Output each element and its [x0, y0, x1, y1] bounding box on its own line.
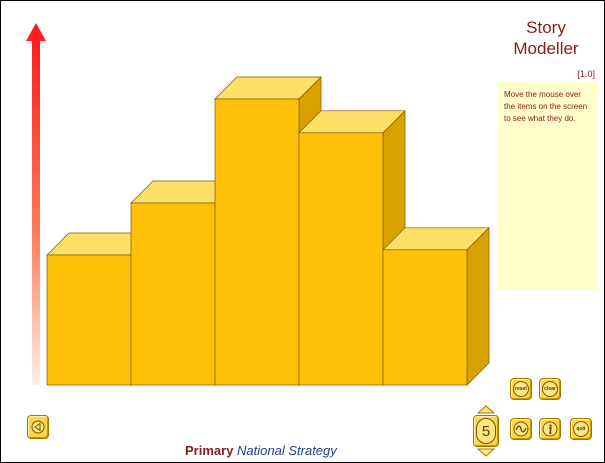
- title-line-story: Story: [526, 18, 566, 37]
- app-title: Story Modeller: [498, 17, 594, 59]
- bar-4[interactable]: [298, 132, 384, 386]
- clear-button-label: clear: [542, 381, 558, 397]
- quit-button[interactable]: quit: [570, 418, 592, 440]
- stepper-up-icon[interactable]: [477, 405, 495, 414]
- stepper-down-icon[interactable]: [477, 448, 495, 457]
- bar-3[interactable]: [214, 98, 300, 386]
- footer-strategy: National Strategy: [237, 443, 337, 458]
- clear-button[interactable]: clear: [539, 378, 561, 400]
- footer-credit: Primary National Strategy: [185, 443, 337, 458]
- back-arrow-icon: [31, 420, 45, 434]
- bar-count-stepper: 5: [473, 405, 499, 457]
- y-axis-arrow-head: [26, 23, 46, 41]
- info-icon: [542, 421, 558, 437]
- bar-5[interactable]: [382, 249, 468, 386]
- wave-icon: [513, 421, 529, 437]
- help-text: Move the mouse over the items on the scr…: [504, 90, 588, 123]
- reset-button-label: reset: [513, 381, 529, 397]
- quit-button-label: quit: [573, 421, 589, 437]
- info-button[interactable]: [539, 418, 561, 440]
- bar-1[interactable]: [46, 254, 132, 386]
- help-panel: Move the mouse over the items on the scr…: [498, 82, 598, 290]
- footer-primary: Primary: [185, 443, 234, 458]
- version-label: [1.0]: [577, 69, 595, 79]
- bar-5-side[interactable]: [466, 226, 490, 386]
- bar-count-value: 5: [476, 418, 496, 444]
- wave-button[interactable]: [510, 418, 532, 440]
- reset-button[interactable]: reset: [510, 378, 532, 400]
- title-line-modeller: Modeller: [513, 39, 579, 58]
- y-axis-arrow-shaft: [32, 41, 40, 385]
- bar-2[interactable]: [130, 202, 216, 386]
- bar-count-display: 5: [473, 415, 499, 447]
- back-button[interactable]: [27, 415, 49, 439]
